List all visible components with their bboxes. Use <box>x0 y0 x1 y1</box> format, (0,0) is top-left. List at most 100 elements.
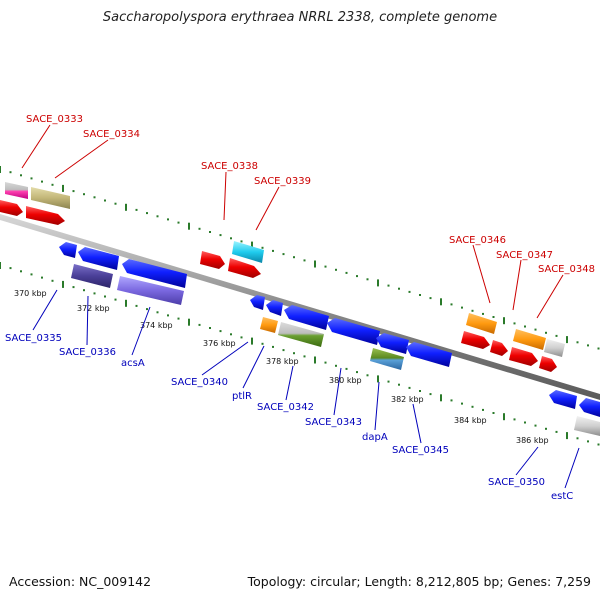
gene-arrow[interactable] <box>200 251 225 269</box>
gene-label[interactable]: SACE_0345 <box>392 445 449 456</box>
gene-labels: SACE_0333 SACE_0334 SACE_0338 SACE_0339 … <box>5 114 595 502</box>
gene-arrow[interactable] <box>549 390 577 409</box>
minor-tick <box>587 344 589 347</box>
forward-track-dots <box>0 166 600 350</box>
minor-tick <box>209 327 211 329</box>
tick-label-374: 374 kbp <box>140 321 173 330</box>
minor-tick <box>9 171 12 174</box>
minor-tick <box>356 275 358 278</box>
gene-arrow[interactable] <box>490 340 508 356</box>
gene-label[interactable]: SACE_0333 <box>26 114 83 125</box>
minor-tick <box>198 323 201 326</box>
gene-label[interactable]: SACE_0346 <box>449 235 506 246</box>
minor-tick <box>72 286 75 289</box>
gene-label[interactable]: SACE_0334 <box>83 129 140 140</box>
gene-arrow[interactable] <box>232 241 264 263</box>
gene-arrow[interactable] <box>78 247 119 270</box>
major-tick <box>62 184 64 192</box>
minor-tick <box>492 412 495 414</box>
gene-arrow[interactable] <box>122 259 187 288</box>
gene-arrow[interactable] <box>544 339 565 357</box>
tick-label-380: 380 kbp <box>329 376 362 385</box>
gene-arrow[interactable] <box>0 200 23 216</box>
minor-tick <box>146 212 148 215</box>
minor-tick <box>555 334 558 337</box>
minor-tick <box>429 297 432 300</box>
major-tick <box>188 318 190 326</box>
minor-tick <box>293 256 295 259</box>
minor-tick <box>471 405 474 408</box>
minor-tick <box>41 180 43 183</box>
gene-arrow[interactable] <box>117 276 184 305</box>
gene-label[interactable]: acsA <box>121 358 145 369</box>
gene-arrow[interactable] <box>370 348 404 370</box>
minor-tick <box>419 294 421 296</box>
minor-tick <box>219 330 222 333</box>
minor-tick <box>9 267 12 270</box>
minor-tick <box>83 289 85 292</box>
gene-label[interactable]: SACE_0342 <box>257 402 314 413</box>
gene-arrow[interactable] <box>539 356 557 372</box>
gene-label[interactable]: SACE_0338 <box>201 161 258 172</box>
gene-arrow[interactable] <box>31 187 70 209</box>
minor-tick <box>513 322 516 325</box>
minor-tick <box>240 240 243 243</box>
gene-label[interactable]: estC <box>551 491 573 502</box>
minor-tick <box>524 325 526 328</box>
gene-arrow[interactable] <box>278 322 324 347</box>
minor-tick <box>534 328 537 331</box>
major-tick <box>0 166 1 173</box>
minor-tick <box>492 316 495 318</box>
genome-summary-label: Topology: circular; Length: 8,212,805 bp… <box>247 574 591 589</box>
gene-arrow[interactable] <box>250 295 265 310</box>
minor-tick <box>209 231 211 233</box>
major-tick <box>62 280 64 288</box>
gene-arrow[interactable] <box>71 264 113 288</box>
gene-arrow[interactable] <box>376 333 409 354</box>
gene-arrow[interactable] <box>26 206 65 225</box>
minor-tick <box>461 402 463 405</box>
gene-arrow[interactable] <box>406 342 452 367</box>
gene-label[interactable]: SACE_0347 <box>496 250 553 261</box>
minor-tick <box>261 342 264 345</box>
gene-label[interactable]: SACE_0336 <box>59 347 116 358</box>
minor-tick <box>282 349 285 352</box>
gene-label[interactable]: dapA <box>362 432 388 443</box>
gene-arrow[interactable] <box>228 258 261 278</box>
gene-label[interactable]: SACE_0335 <box>5 333 62 344</box>
gene-arrow[interactable] <box>466 313 497 334</box>
minor-tick <box>293 352 295 355</box>
gene-label[interactable]: ptlR <box>232 391 252 402</box>
tick-label-376: 376 kbp <box>203 339 236 348</box>
gene-arrow[interactable] <box>284 305 329 330</box>
gene-label[interactable]: SACE_0339 <box>254 176 311 187</box>
minor-tick <box>335 364 337 367</box>
gene-label[interactable]: SACE_0350 <box>488 477 545 488</box>
gene-arrow[interactable] <box>5 182 28 199</box>
minor-tick <box>93 196 96 199</box>
minor-tick <box>482 312 484 315</box>
major-tick <box>188 222 190 230</box>
gene-arrow[interactable] <box>574 416 600 436</box>
gene-arrow[interactable] <box>260 317 278 333</box>
minor-tick <box>408 290 411 293</box>
gene-arrow[interactable] <box>509 347 538 366</box>
minor-tick <box>261 246 264 249</box>
minor-tick <box>30 273 33 276</box>
minor-tick <box>272 249 274 252</box>
gene-label[interactable]: SACE_0343 <box>305 417 362 428</box>
gene-label[interactable]: SACE_0348 <box>538 264 595 275</box>
reverse-strand-genes <box>59 242 600 436</box>
major-tick <box>125 203 127 211</box>
gene-arrow[interactable] <box>59 242 77 258</box>
minor-tick <box>429 393 432 396</box>
minor-tick <box>272 345 274 348</box>
gene-arrow[interactable] <box>327 318 380 345</box>
gene-arrow[interactable] <box>579 398 600 417</box>
gene-arrow[interactable] <box>461 331 490 349</box>
gene-label[interactable]: SACE_0340 <box>171 377 228 388</box>
minor-tick <box>461 306 463 309</box>
gene-arrow[interactable] <box>513 329 546 350</box>
gene-arrow[interactable] <box>266 300 283 316</box>
